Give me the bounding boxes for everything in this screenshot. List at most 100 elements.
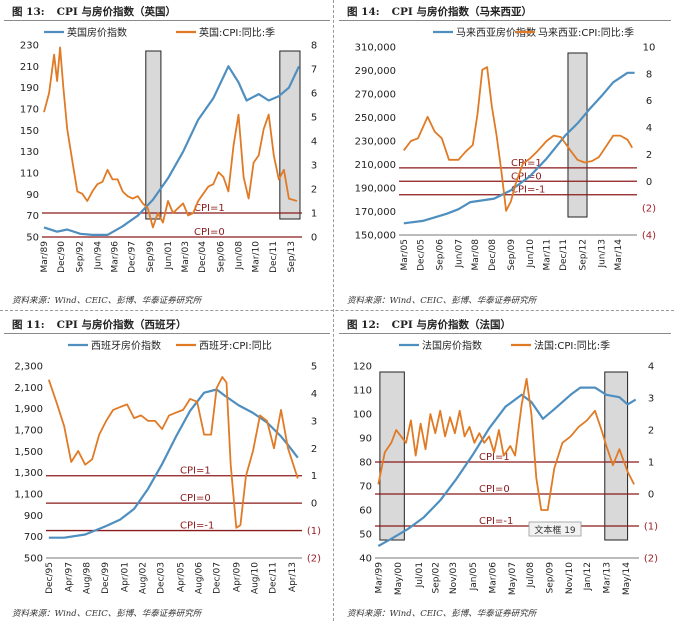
left-tick-label: 170,000	[355, 207, 396, 218]
legend-label: 马来西亚:CPI:同比:季	[538, 27, 634, 39]
panel-title: 图 11: CPI 与房价指数（西班牙）	[4, 316, 330, 334]
x-tick-label: Mar/03	[181, 241, 191, 272]
x-tick-label: Mar/99	[374, 562, 384, 594]
right-tick-label: 4	[311, 389, 317, 400]
figure-number: 图 13:	[12, 6, 45, 18]
right-tick-label: (1)	[644, 522, 658, 533]
x-tick-label: Dec/11	[269, 562, 279, 594]
x-tick-label: Sep/92	[75, 241, 85, 272]
left-tick-label: 90	[26, 190, 39, 201]
x-tick-label: Mar/10	[252, 241, 262, 273]
left-tick-label: 110	[20, 169, 39, 180]
right-tick-label: 1	[311, 471, 317, 482]
left-tick-label: 1,700	[14, 426, 43, 437]
left-tick-label: 210,000	[355, 160, 396, 171]
x-tick-label: Dec/11	[269, 241, 279, 273]
left-tick-label: 120	[353, 362, 372, 373]
x-tick-label: Jun/94	[93, 241, 103, 271]
x-tick-label: Aug/02	[139, 562, 149, 594]
x-tick-label: Apr/09	[232, 562, 242, 592]
right-tick-label: 7	[311, 65, 317, 76]
chart-svg: 150,000 170,000 190,000 210,000 230,000 250,0…	[355, 26, 657, 271]
x-tick-label: Aug/10	[250, 562, 260, 594]
x-tick-label: Mar/96	[111, 241, 121, 273]
reference-label: CPI=1	[479, 452, 510, 463]
x-tick-label: Nov/10	[565, 562, 575, 594]
right-tick-label: 1	[311, 209, 317, 220]
right-tick-label: 2	[311, 444, 317, 455]
x-tick-label: May/00	[394, 562, 404, 595]
right-tick-label: 0	[648, 490, 654, 501]
series-line-house-index	[403, 71, 635, 225]
chart-svg: 40 50 60 70 80 90 100 110 120 (2) (1) 0 1 2 3 4 Mar/99 Ma…	[353, 339, 658, 595]
x-tick-label: Sep/06	[435, 239, 445, 271]
figure-title: CPI 与房价指数（马来西亚）	[391, 6, 532, 18]
legend-label: 英国房价指数	[67, 26, 127, 39]
source-note: 资料来源：Wind、CEIC、彭博、华泰证券研究所	[12, 296, 202, 306]
right-tick-label: (1)	[307, 526, 321, 537]
chart-svg: 50 70 90 110 130 150 170 190 210 230 0 1 2 3 4 5 6 7 8 Mar/…	[20, 26, 317, 273]
left-tick-label: 700	[24, 532, 43, 543]
left-tick-label: 900	[24, 511, 43, 522]
left-tick-label: 150	[20, 126, 39, 137]
figure-number: 图 12:	[347, 319, 380, 331]
left-tick-label: 1,100	[14, 490, 43, 501]
source-note: 资料来源：Wind、CEIC、彭博、华泰证券研究所	[347, 609, 537, 619]
x-tick-label: Jul/08	[526, 562, 536, 589]
x-tick-label: Sep/12	[578, 239, 588, 270]
shaded-period	[279, 50, 301, 220]
source-note: 资料来源：Wind、CEIC、彭博、华泰证券研究所	[347, 296, 537, 306]
right-tick-label: 0	[311, 499, 317, 510]
horizontal-divider	[0, 310, 674, 311]
left-tick-label: 170	[20, 105, 39, 116]
figure-title: CPI 与房价指数（西班牙）	[56, 319, 187, 331]
x-tick-label: Aug/06	[194, 562, 204, 594]
left-tick-label: 1,300	[14, 468, 43, 479]
x-tick-label: Jul/01	[415, 562, 425, 588]
right-tick-label: 5	[311, 113, 317, 124]
left-tick-label: 150,000	[355, 231, 396, 242]
reference-label: CPI=1	[511, 158, 542, 169]
right-tick-label: 3	[648, 394, 654, 405]
right-tick-label: 2	[311, 185, 317, 196]
x-tick-label: Aug/98	[83, 562, 93, 594]
legend-label: 法国房价指数	[422, 339, 482, 352]
right-tick-label: 6	[311, 89, 317, 100]
x-tick-label: May/07	[508, 562, 518, 595]
x-tick-label: Sep/02	[431, 562, 441, 593]
x-tick-label: Mar/89	[40, 241, 50, 273]
x-tick-label: Jun/01	[164, 241, 174, 271]
x-tick-label: Jun/10	[526, 239, 536, 269]
right-tick-label: 2	[648, 426, 654, 437]
x-tick-label: Mar/06	[488, 562, 498, 594]
series-line-house-index	[377, 386, 637, 547]
chart-panel-spain: 图 11: CPI 与房价指数（西班牙） 500 700 900 1,100 1,300 1…	[4, 316, 330, 619]
callout-box	[528, 521, 582, 537]
right-tick-label: 2	[646, 150, 652, 161]
x-tick-label: Dec/95	[45, 562, 55, 594]
x-tick-label: Dec/03	[157, 562, 167, 594]
left-tick-label: 60	[359, 506, 372, 517]
right-tick-label: 8	[311, 41, 317, 52]
right-tick-label: 3	[311, 416, 317, 427]
left-tick-label: 40	[359, 554, 372, 565]
left-tick-label: 2,300	[14, 362, 43, 373]
figure-title: CPI 与房价指数（法国）	[391, 319, 511, 331]
x-tick-label: Dec/05	[416, 239, 426, 271]
left-tick-label: 70	[359, 482, 372, 493]
panel-title: 图 13: CPI 与房价指数（英国）	[4, 3, 330, 21]
x-tick-label: Sep/09	[545, 562, 555, 594]
right-tick-label: 6	[646, 96, 652, 107]
left-tick-label: 190	[20, 83, 39, 94]
right-tick-label: (2)	[642, 204, 656, 215]
right-tick-label: 10	[643, 43, 656, 54]
legend-label: 英国:CPI:同比:季	[199, 26, 275, 39]
figure-title: CPI 与房价指数（英国）	[56, 6, 176, 18]
x-tick-label: Dec/11	[559, 239, 569, 271]
reference-label: CPI=0	[180, 493, 211, 504]
x-tick-label: Nov/03	[449, 562, 459, 594]
left-tick-label: 1,900	[14, 404, 43, 415]
right-tick-label: 0	[646, 177, 652, 188]
legend-label: 马来西亚房价指数	[456, 26, 536, 39]
right-tick-label: 5	[311, 362, 317, 373]
